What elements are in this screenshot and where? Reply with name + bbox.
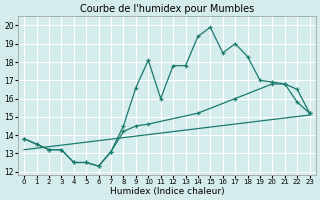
X-axis label: Humidex (Indice chaleur): Humidex (Indice chaleur) <box>109 187 224 196</box>
Title: Courbe de l'humidex pour Mumbles: Courbe de l'humidex pour Mumbles <box>80 4 254 14</box>
